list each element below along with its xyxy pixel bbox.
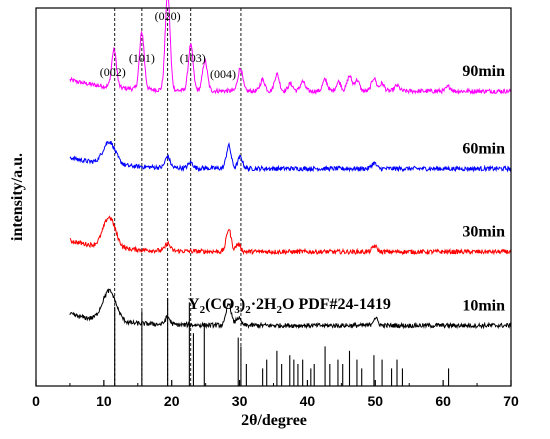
series-line-90min [69, 0, 512, 95]
x-tick-label: 60 [435, 393, 451, 409]
series-label: 90min [462, 63, 505, 80]
x-tick-label: 50 [367, 393, 383, 409]
x-tick-label: 70 [503, 393, 519, 409]
ref-title-y: Y [188, 296, 200, 313]
x-axis-title-symbol: θ [249, 412, 257, 429]
series-layer: 90min 60min 30min 10min [69, 0, 512, 330]
x-tick-label: 40 [300, 393, 316, 409]
x-ticks: 0 10 20 30 40 50 60 70 [32, 380, 519, 409]
x-tick-label: 30 [232, 393, 248, 409]
y-axis-title: intensity/a.u. [9, 153, 26, 241]
ref-title-rest: ·2H [251, 296, 277, 313]
series-line-10min [69, 288, 512, 330]
peak-label: (103) [180, 51, 206, 65]
series-label: 30min [462, 224, 505, 241]
x-tick-label: 20 [164, 393, 180, 409]
series-line-30min [69, 215, 512, 256]
reference-title: Y2(CO3)2·2H2O PDF#24-1419 [188, 296, 391, 316]
peak-label: (101) [129, 51, 155, 65]
peak-label: (004) [210, 67, 236, 81]
ref-title-sub3: 2 [245, 304, 251, 316]
x-axis-title: 2θ/degree [241, 412, 307, 429]
series-line-60min [69, 140, 512, 173]
ref-title-sub4: 2 [277, 304, 283, 316]
reference-pattern [114, 298, 450, 386]
peak-label: (020) [155, 9, 181, 23]
ref-title-sub2: 3 [234, 304, 240, 316]
x-tick-label: 0 [32, 393, 40, 409]
x-tick-label: 10 [96, 393, 112, 409]
ref-title-tail: O PDF#24-1419 [282, 296, 391, 313]
ref-title-co: (CO [205, 296, 234, 313]
series-label: 60min [462, 141, 505, 158]
peak-label: (002) [100, 65, 126, 79]
series-label: 10min [462, 297, 505, 314]
ref-title-paren: ) [240, 296, 245, 313]
peak-labels: (002)(101) (020) (103) (004) [100, 9, 236, 81]
x-axis-title-suffix: /degree [256, 412, 306, 429]
ref-title-sub1: 2 [200, 304, 206, 316]
x-axis-title-prefix: 2 [241, 412, 249, 429]
